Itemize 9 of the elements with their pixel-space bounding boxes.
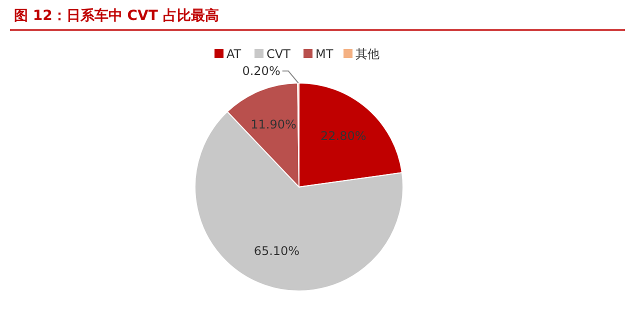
legend-label: 其他 — [356, 47, 380, 61]
data-label: 65.10% — [254, 244, 300, 258]
legend-label: AT — [226, 47, 242, 61]
data-label: 22.80% — [320, 129, 366, 144]
chart-title: 图 12：日系车中 CVT 占比最高 — [14, 7, 219, 24]
legend-label: MT — [316, 47, 334, 61]
data-label: 0.20% — [242, 64, 280, 78]
data-label: 11.90% — [250, 117, 296, 132]
legend-label: CVT — [266, 47, 292, 61]
